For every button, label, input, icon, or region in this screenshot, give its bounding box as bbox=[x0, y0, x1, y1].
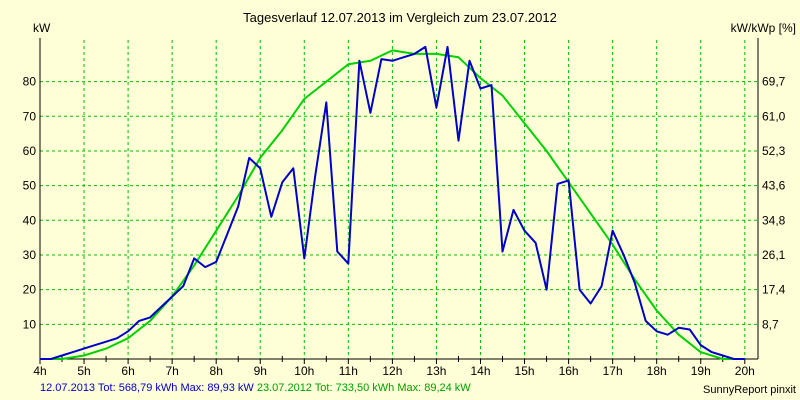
y-tick-label-right: 26,1 bbox=[762, 248, 786, 262]
legend-series-2012: 23.07.2012 Tot: 733,50 kWh Max: 89,24 kW bbox=[256, 382, 471, 394]
x-tick-label: 20h bbox=[735, 364, 755, 378]
y-tick-label-left: 50 bbox=[23, 179, 37, 193]
x-tick-label: 5h bbox=[77, 364, 90, 378]
y-axis-label-right: kW/kWp [%] bbox=[730, 21, 796, 35]
y-tick-label-left: 80 bbox=[23, 75, 37, 89]
x-tick-label: 6h bbox=[121, 364, 134, 378]
grid bbox=[39, 40, 758, 359]
x-tick-label: 16h bbox=[559, 364, 579, 378]
y-tick-label-right: 69,7 bbox=[762, 75, 786, 89]
y-tick-label-left: 20 bbox=[23, 283, 37, 297]
y-tick-label-left: 40 bbox=[23, 213, 37, 227]
series-line-12-07-2013 bbox=[40, 45, 745, 360]
y-tick-label-right: 34,8 bbox=[762, 213, 786, 227]
chart-title: Tagesverlauf 12.07.2013 im Vergleich zum… bbox=[243, 10, 557, 25]
y-tick-label-left: 30 bbox=[23, 248, 37, 262]
y-tick-label-right: 61,0 bbox=[762, 109, 786, 123]
legend-series-2013: 12.07.2013 Tot: 568,79 kWh Max: 89,93 kW bbox=[40, 382, 254, 394]
credit-text: SunnyReport pinxit bbox=[703, 384, 796, 396]
x-tick-label: 19h bbox=[691, 364, 711, 378]
x-tick-label: 4h bbox=[33, 364, 46, 378]
axes bbox=[39, 38, 759, 364]
x-tick-label: 12h bbox=[382, 364, 402, 378]
x-tick-label: 13h bbox=[426, 364, 446, 378]
series-line-23-07-2012 bbox=[40, 49, 745, 360]
y-tick-label-left: 70 bbox=[23, 109, 37, 123]
series bbox=[40, 45, 745, 360]
x-tick-label: 14h bbox=[470, 364, 490, 378]
y-tick-label-right: 43,6 bbox=[762, 179, 786, 193]
y-axis-label-left: kW bbox=[33, 21, 51, 35]
x-tick-label: 18h bbox=[647, 364, 667, 378]
footer-legend: 12.07.2013 Tot: 568,79 kWh Max: 89,93 kW… bbox=[40, 382, 471, 394]
tick-labels: 4h 5h 6h 7h 8h 9h 10h 11h 12h 13h 14h 15h 16h 17h 18h 1… bbox=[23, 75, 786, 378]
x-tick-label: 15h bbox=[515, 364, 535, 378]
x-tick-label: 8h bbox=[210, 364, 223, 378]
y-tick-label-left: 60 bbox=[23, 144, 37, 158]
x-tick-label: 7h bbox=[165, 364, 178, 378]
y-tick-label-right: 8,7 bbox=[762, 317, 779, 331]
x-tick-label: 9h bbox=[254, 364, 267, 378]
y-tick-label-right: 52,3 bbox=[762, 144, 786, 158]
x-tick-label: 11h bbox=[339, 364, 358, 378]
x-tick-label: 10h bbox=[294, 364, 314, 378]
y-tick-label-left: 10 bbox=[23, 317, 37, 331]
x-tick-label: 17h bbox=[603, 364, 623, 378]
y-tick-label-right: 17,4 bbox=[762, 283, 786, 297]
